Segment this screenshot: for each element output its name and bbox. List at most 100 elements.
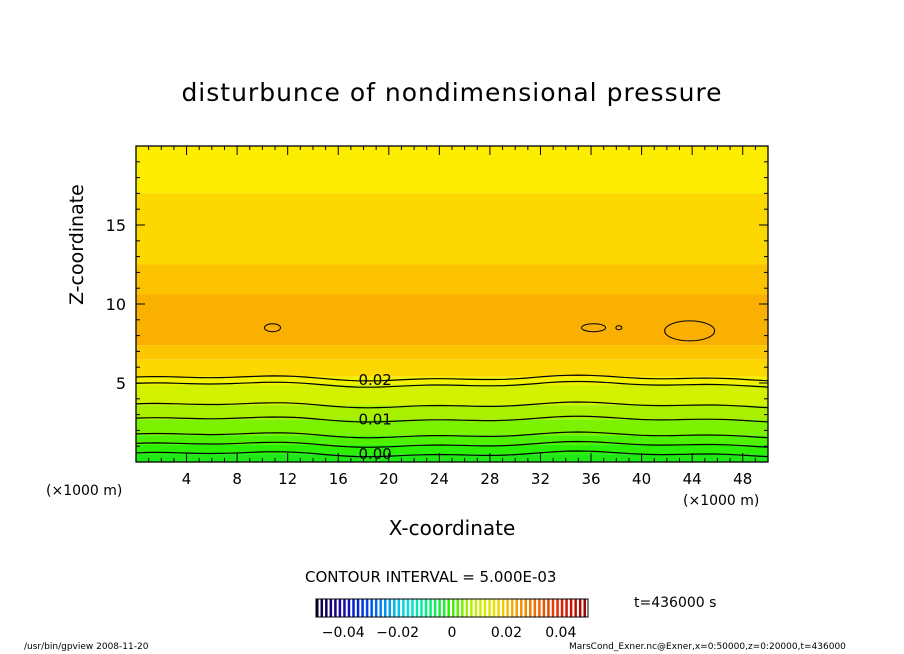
closed-contour-2 bbox=[615, 325, 623, 331]
footer-right: MarsCond_Exner.nc@Exner,x=0:50000,z=0:20… bbox=[569, 642, 846, 652]
colorbar-stripe-28 bbox=[442, 599, 446, 617]
x-unit-left: (×1000 m) bbox=[46, 483, 123, 499]
contour-line-1 bbox=[135, 440, 769, 448]
band-12 bbox=[136, 146, 768, 194]
contour-interval: CONTOUR INTERVAL = 5.000E-03 bbox=[305, 568, 557, 586]
y-tick-label: 15 bbox=[106, 216, 126, 235]
colorbar-stripe-58 bbox=[578, 599, 582, 617]
colorbar-stripe-35 bbox=[474, 599, 478, 617]
colorbar-stripe-33 bbox=[465, 599, 469, 617]
x-tick-label: 4 bbox=[182, 470, 192, 488]
colorbar-stripe-44 bbox=[515, 599, 518, 617]
chart-title: disturbunce of nondimensional pressure bbox=[181, 78, 723, 107]
y-axis-label: Z-coordinate bbox=[66, 184, 88, 305]
colorbar-stripe-20 bbox=[406, 599, 410, 617]
closed-contour-1 bbox=[581, 323, 607, 333]
colorbar-stripe-47 bbox=[529, 599, 532, 617]
colorbar-stripe-6 bbox=[343, 599, 346, 617]
band-6 bbox=[136, 376, 768, 385]
colorbar-stripe-2 bbox=[325, 599, 328, 617]
x-tick-label: 12 bbox=[278, 470, 297, 488]
colorbar-stripe-29 bbox=[447, 599, 450, 617]
contour-line-0 bbox=[135, 450, 769, 458]
band-1 bbox=[136, 444, 768, 455]
x-tick-label: 32 bbox=[531, 470, 550, 488]
colorbar-stripe-54 bbox=[560, 599, 564, 617]
x-tick-label: 48 bbox=[733, 470, 752, 488]
band-9 bbox=[136, 294, 768, 346]
colorbar-stripe-0 bbox=[316, 599, 319, 617]
colorbar-stripe-42 bbox=[506, 599, 509, 617]
colorbar-stripe-5 bbox=[338, 599, 342, 617]
colorbar-stripe-41 bbox=[501, 599, 505, 617]
colorbar-stripe-49 bbox=[538, 599, 541, 617]
closed-contour-0 bbox=[264, 323, 282, 333]
y-tick-label: 10 bbox=[106, 295, 126, 314]
y-tick-label: 5 bbox=[116, 374, 126, 393]
colorbar-stripe-56 bbox=[569, 599, 573, 617]
contour-line-2 bbox=[135, 431, 769, 439]
colorbar-stripe-40 bbox=[497, 599, 500, 617]
colorbar-tick-label: −0.04 bbox=[322, 625, 365, 641]
colorbar-stripe-7 bbox=[347, 599, 351, 617]
contour-line-6 bbox=[135, 374, 769, 382]
band-10 bbox=[136, 264, 768, 295]
colorbar-tick-label: 0 bbox=[448, 625, 457, 641]
colorbar-stripe-50 bbox=[542, 599, 546, 617]
colorbar-frame bbox=[315, 598, 589, 618]
colorbar-stripe-25 bbox=[429, 599, 432, 617]
footer-left: /usr/bin/gpview 2008-11-20 bbox=[24, 642, 149, 652]
colorbar-stripe-12 bbox=[370, 599, 373, 617]
colorbar-stripe-55 bbox=[565, 599, 568, 617]
contour-label-2: 0.00 bbox=[358, 445, 391, 463]
colorbar-tick-label: 0.02 bbox=[491, 625, 522, 641]
colorbar-stripe-59 bbox=[583, 599, 586, 617]
x-tick-label: 16 bbox=[329, 470, 348, 488]
colorbar-stripe-26 bbox=[433, 599, 437, 617]
colorbar-stripe-11 bbox=[365, 599, 369, 617]
colorbar-stripe-9 bbox=[356, 599, 360, 617]
colorbar-stripe-38 bbox=[488, 599, 491, 617]
colorbar-stripe-10 bbox=[361, 599, 364, 617]
colorbar-stripe-57 bbox=[574, 599, 577, 617]
colorbar-stripe-46 bbox=[524, 599, 528, 617]
colorbar-stripe-37 bbox=[483, 599, 487, 617]
closed-contour-3 bbox=[664, 320, 716, 342]
colorbar-stripe-53 bbox=[556, 599, 559, 617]
colorbar-stripe-8 bbox=[352, 599, 355, 617]
contour-line-3 bbox=[135, 415, 769, 423]
contour-line-4 bbox=[135, 401, 769, 409]
colorbar-stripe-21 bbox=[411, 599, 414, 617]
x-tick-label: 20 bbox=[379, 470, 398, 488]
colorbar-stripe-13 bbox=[374, 599, 378, 617]
colorbar-stripe-15 bbox=[384, 599, 387, 617]
colorbar-stripe-17 bbox=[393, 599, 396, 617]
colorbar-stripe-18 bbox=[397, 599, 401, 617]
colorbar-stripe-48 bbox=[533, 599, 537, 617]
colorbar-stripe-36 bbox=[479, 599, 482, 617]
band-2 bbox=[136, 435, 768, 445]
colorbar-stripe-14 bbox=[379, 599, 382, 617]
colorbar-stripe-52 bbox=[551, 599, 555, 617]
contour-label-0: 0.02 bbox=[358, 371, 391, 389]
x-tick-label: 40 bbox=[632, 470, 651, 488]
x-unit-right: (×1000 m) bbox=[683, 493, 760, 509]
band-4 bbox=[136, 405, 768, 420]
x-tick-label: 44 bbox=[683, 470, 702, 488]
band-11 bbox=[136, 193, 768, 265]
colorbar-stripe-31 bbox=[456, 599, 460, 617]
colorbar-stripe-39 bbox=[492, 599, 496, 617]
colorbar-stripe-1 bbox=[320, 599, 324, 617]
contour-label-1: 0.01 bbox=[358, 410, 391, 428]
colorbar-stripe-34 bbox=[470, 599, 473, 617]
band-5 bbox=[136, 384, 768, 406]
colorbar-stripe-19 bbox=[402, 599, 405, 617]
band-7 bbox=[136, 359, 768, 377]
x-axis-label-text: X-coordinate bbox=[388, 516, 516, 540]
colorbar-tick-label: −0.02 bbox=[376, 625, 419, 641]
colorbar-stripe-27 bbox=[438, 599, 441, 617]
colorbar-stripe-32 bbox=[461, 599, 464, 617]
band-3 bbox=[136, 419, 768, 436]
contour-line-5 bbox=[135, 380, 769, 388]
